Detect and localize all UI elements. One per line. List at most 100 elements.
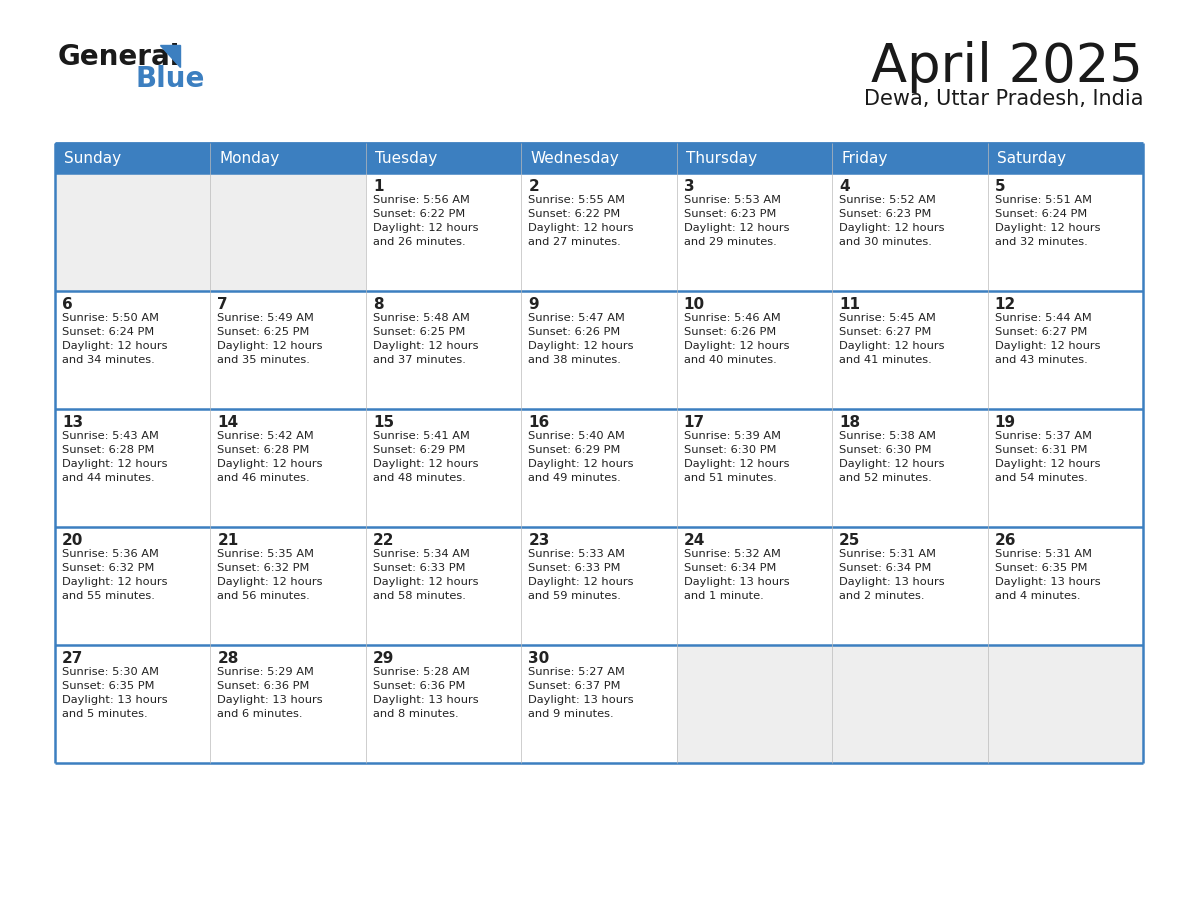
Text: and 37 minutes.: and 37 minutes. <box>373 355 466 365</box>
Text: Sunrise: 5:40 AM: Sunrise: 5:40 AM <box>529 431 625 441</box>
Text: and 49 minutes.: and 49 minutes. <box>529 473 621 483</box>
Text: Daylight: 13 hours: Daylight: 13 hours <box>217 695 323 705</box>
Text: Sunrise: 5:55 AM: Sunrise: 5:55 AM <box>529 195 625 205</box>
Text: Sunrise: 5:29 AM: Sunrise: 5:29 AM <box>217 667 315 677</box>
Text: Daylight: 12 hours: Daylight: 12 hours <box>217 459 323 469</box>
Text: Daylight: 12 hours: Daylight: 12 hours <box>994 341 1100 351</box>
Bar <box>832 291 987 409</box>
Text: Daylight: 12 hours: Daylight: 12 hours <box>529 223 633 233</box>
Bar <box>987 173 1143 291</box>
Text: Saturday: Saturday <box>997 151 1066 165</box>
Text: Sunrise: 5:30 AM: Sunrise: 5:30 AM <box>62 667 159 677</box>
Text: Sunset: 6:30 PM: Sunset: 6:30 PM <box>684 445 776 455</box>
Text: Sunrise: 5:31 AM: Sunrise: 5:31 AM <box>994 549 1092 559</box>
Text: Daylight: 12 hours: Daylight: 12 hours <box>994 459 1100 469</box>
Text: Sunset: 6:30 PM: Sunset: 6:30 PM <box>839 445 931 455</box>
Text: Daylight: 12 hours: Daylight: 12 hours <box>62 577 168 587</box>
Text: 9: 9 <box>529 297 539 312</box>
Text: and 51 minutes.: and 51 minutes. <box>684 473 777 483</box>
Bar <box>55 409 210 527</box>
Text: Daylight: 13 hours: Daylight: 13 hours <box>62 695 168 705</box>
Text: Sunset: 6:29 PM: Sunset: 6:29 PM <box>373 445 466 455</box>
Bar <box>366 173 522 291</box>
Bar <box>55 173 210 291</box>
Text: Daylight: 12 hours: Daylight: 12 hours <box>684 341 789 351</box>
Text: Daylight: 13 hours: Daylight: 13 hours <box>994 577 1100 587</box>
Text: Sunset: 6:33 PM: Sunset: 6:33 PM <box>373 563 466 573</box>
Text: 23: 23 <box>529 533 550 548</box>
Text: Daylight: 12 hours: Daylight: 12 hours <box>373 341 479 351</box>
Text: and 46 minutes.: and 46 minutes. <box>217 473 310 483</box>
Bar <box>832 173 987 291</box>
Bar <box>210 173 366 291</box>
Text: Daylight: 12 hours: Daylight: 12 hours <box>529 341 633 351</box>
Text: General: General <box>58 43 181 71</box>
Text: Sunset: 6:31 PM: Sunset: 6:31 PM <box>994 445 1087 455</box>
Text: 28: 28 <box>217 651 239 666</box>
Text: and 48 minutes.: and 48 minutes. <box>373 473 466 483</box>
Bar <box>522 143 677 173</box>
Text: Sunset: 6:24 PM: Sunset: 6:24 PM <box>994 209 1087 219</box>
Text: 18: 18 <box>839 415 860 430</box>
Text: and 52 minutes.: and 52 minutes. <box>839 473 931 483</box>
Text: Tuesday: Tuesday <box>375 151 437 165</box>
Text: Sunrise: 5:46 AM: Sunrise: 5:46 AM <box>684 313 781 323</box>
Text: Sunrise: 5:52 AM: Sunrise: 5:52 AM <box>839 195 936 205</box>
Text: April 2025: April 2025 <box>871 41 1143 93</box>
Text: Sunrise: 5:43 AM: Sunrise: 5:43 AM <box>62 431 159 441</box>
Text: Sunday: Sunday <box>64 151 121 165</box>
Text: and 58 minutes.: and 58 minutes. <box>373 591 466 601</box>
Text: 1: 1 <box>373 179 384 194</box>
Text: Blue: Blue <box>135 65 206 93</box>
Text: 21: 21 <box>217 533 239 548</box>
Text: Sunset: 6:25 PM: Sunset: 6:25 PM <box>217 327 310 337</box>
Text: Sunset: 6:35 PM: Sunset: 6:35 PM <box>994 563 1087 573</box>
Text: and 56 minutes.: and 56 minutes. <box>217 591 310 601</box>
Text: 29: 29 <box>373 651 394 666</box>
Text: Daylight: 12 hours: Daylight: 12 hours <box>839 223 944 233</box>
Text: Daylight: 12 hours: Daylight: 12 hours <box>994 223 1100 233</box>
Text: Daylight: 12 hours: Daylight: 12 hours <box>839 341 944 351</box>
Text: Daylight: 12 hours: Daylight: 12 hours <box>529 577 633 587</box>
Text: 27: 27 <box>62 651 83 666</box>
Bar <box>832 645 987 763</box>
Text: Sunrise: 5:56 AM: Sunrise: 5:56 AM <box>373 195 469 205</box>
Text: Sunset: 6:23 PM: Sunset: 6:23 PM <box>839 209 931 219</box>
Bar <box>366 409 522 527</box>
Bar <box>677 527 832 645</box>
Text: Thursday: Thursday <box>685 151 757 165</box>
Text: and 5 minutes.: and 5 minutes. <box>62 709 147 719</box>
Text: Sunset: 6:35 PM: Sunset: 6:35 PM <box>62 681 154 691</box>
Text: Sunset: 6:32 PM: Sunset: 6:32 PM <box>62 563 154 573</box>
Bar <box>366 527 522 645</box>
Text: 22: 22 <box>373 533 394 548</box>
Text: and 41 minutes.: and 41 minutes. <box>839 355 931 365</box>
Text: and 26 minutes.: and 26 minutes. <box>373 237 466 247</box>
Text: 7: 7 <box>217 297 228 312</box>
Bar <box>677 409 832 527</box>
Text: Daylight: 13 hours: Daylight: 13 hours <box>373 695 479 705</box>
Bar <box>55 645 210 763</box>
Text: 30: 30 <box>529 651 550 666</box>
Text: and 35 minutes.: and 35 minutes. <box>217 355 310 365</box>
Bar <box>832 143 987 173</box>
Bar <box>210 143 366 173</box>
Text: and 34 minutes.: and 34 minutes. <box>62 355 154 365</box>
Bar <box>677 143 832 173</box>
Text: Daylight: 12 hours: Daylight: 12 hours <box>217 577 323 587</box>
Text: and 44 minutes.: and 44 minutes. <box>62 473 154 483</box>
Text: 14: 14 <box>217 415 239 430</box>
Text: 4: 4 <box>839 179 849 194</box>
Text: Daylight: 12 hours: Daylight: 12 hours <box>62 459 168 469</box>
Text: Friday: Friday <box>841 151 887 165</box>
Text: Daylight: 13 hours: Daylight: 13 hours <box>839 577 944 587</box>
Text: 25: 25 <box>839 533 860 548</box>
Bar <box>55 527 210 645</box>
Text: 20: 20 <box>62 533 83 548</box>
Text: Sunset: 6:33 PM: Sunset: 6:33 PM <box>529 563 621 573</box>
Bar <box>522 645 677 763</box>
Text: 24: 24 <box>684 533 706 548</box>
Text: 2: 2 <box>529 179 539 194</box>
Text: Sunrise: 5:27 AM: Sunrise: 5:27 AM <box>529 667 625 677</box>
Text: Sunset: 6:37 PM: Sunset: 6:37 PM <box>529 681 621 691</box>
